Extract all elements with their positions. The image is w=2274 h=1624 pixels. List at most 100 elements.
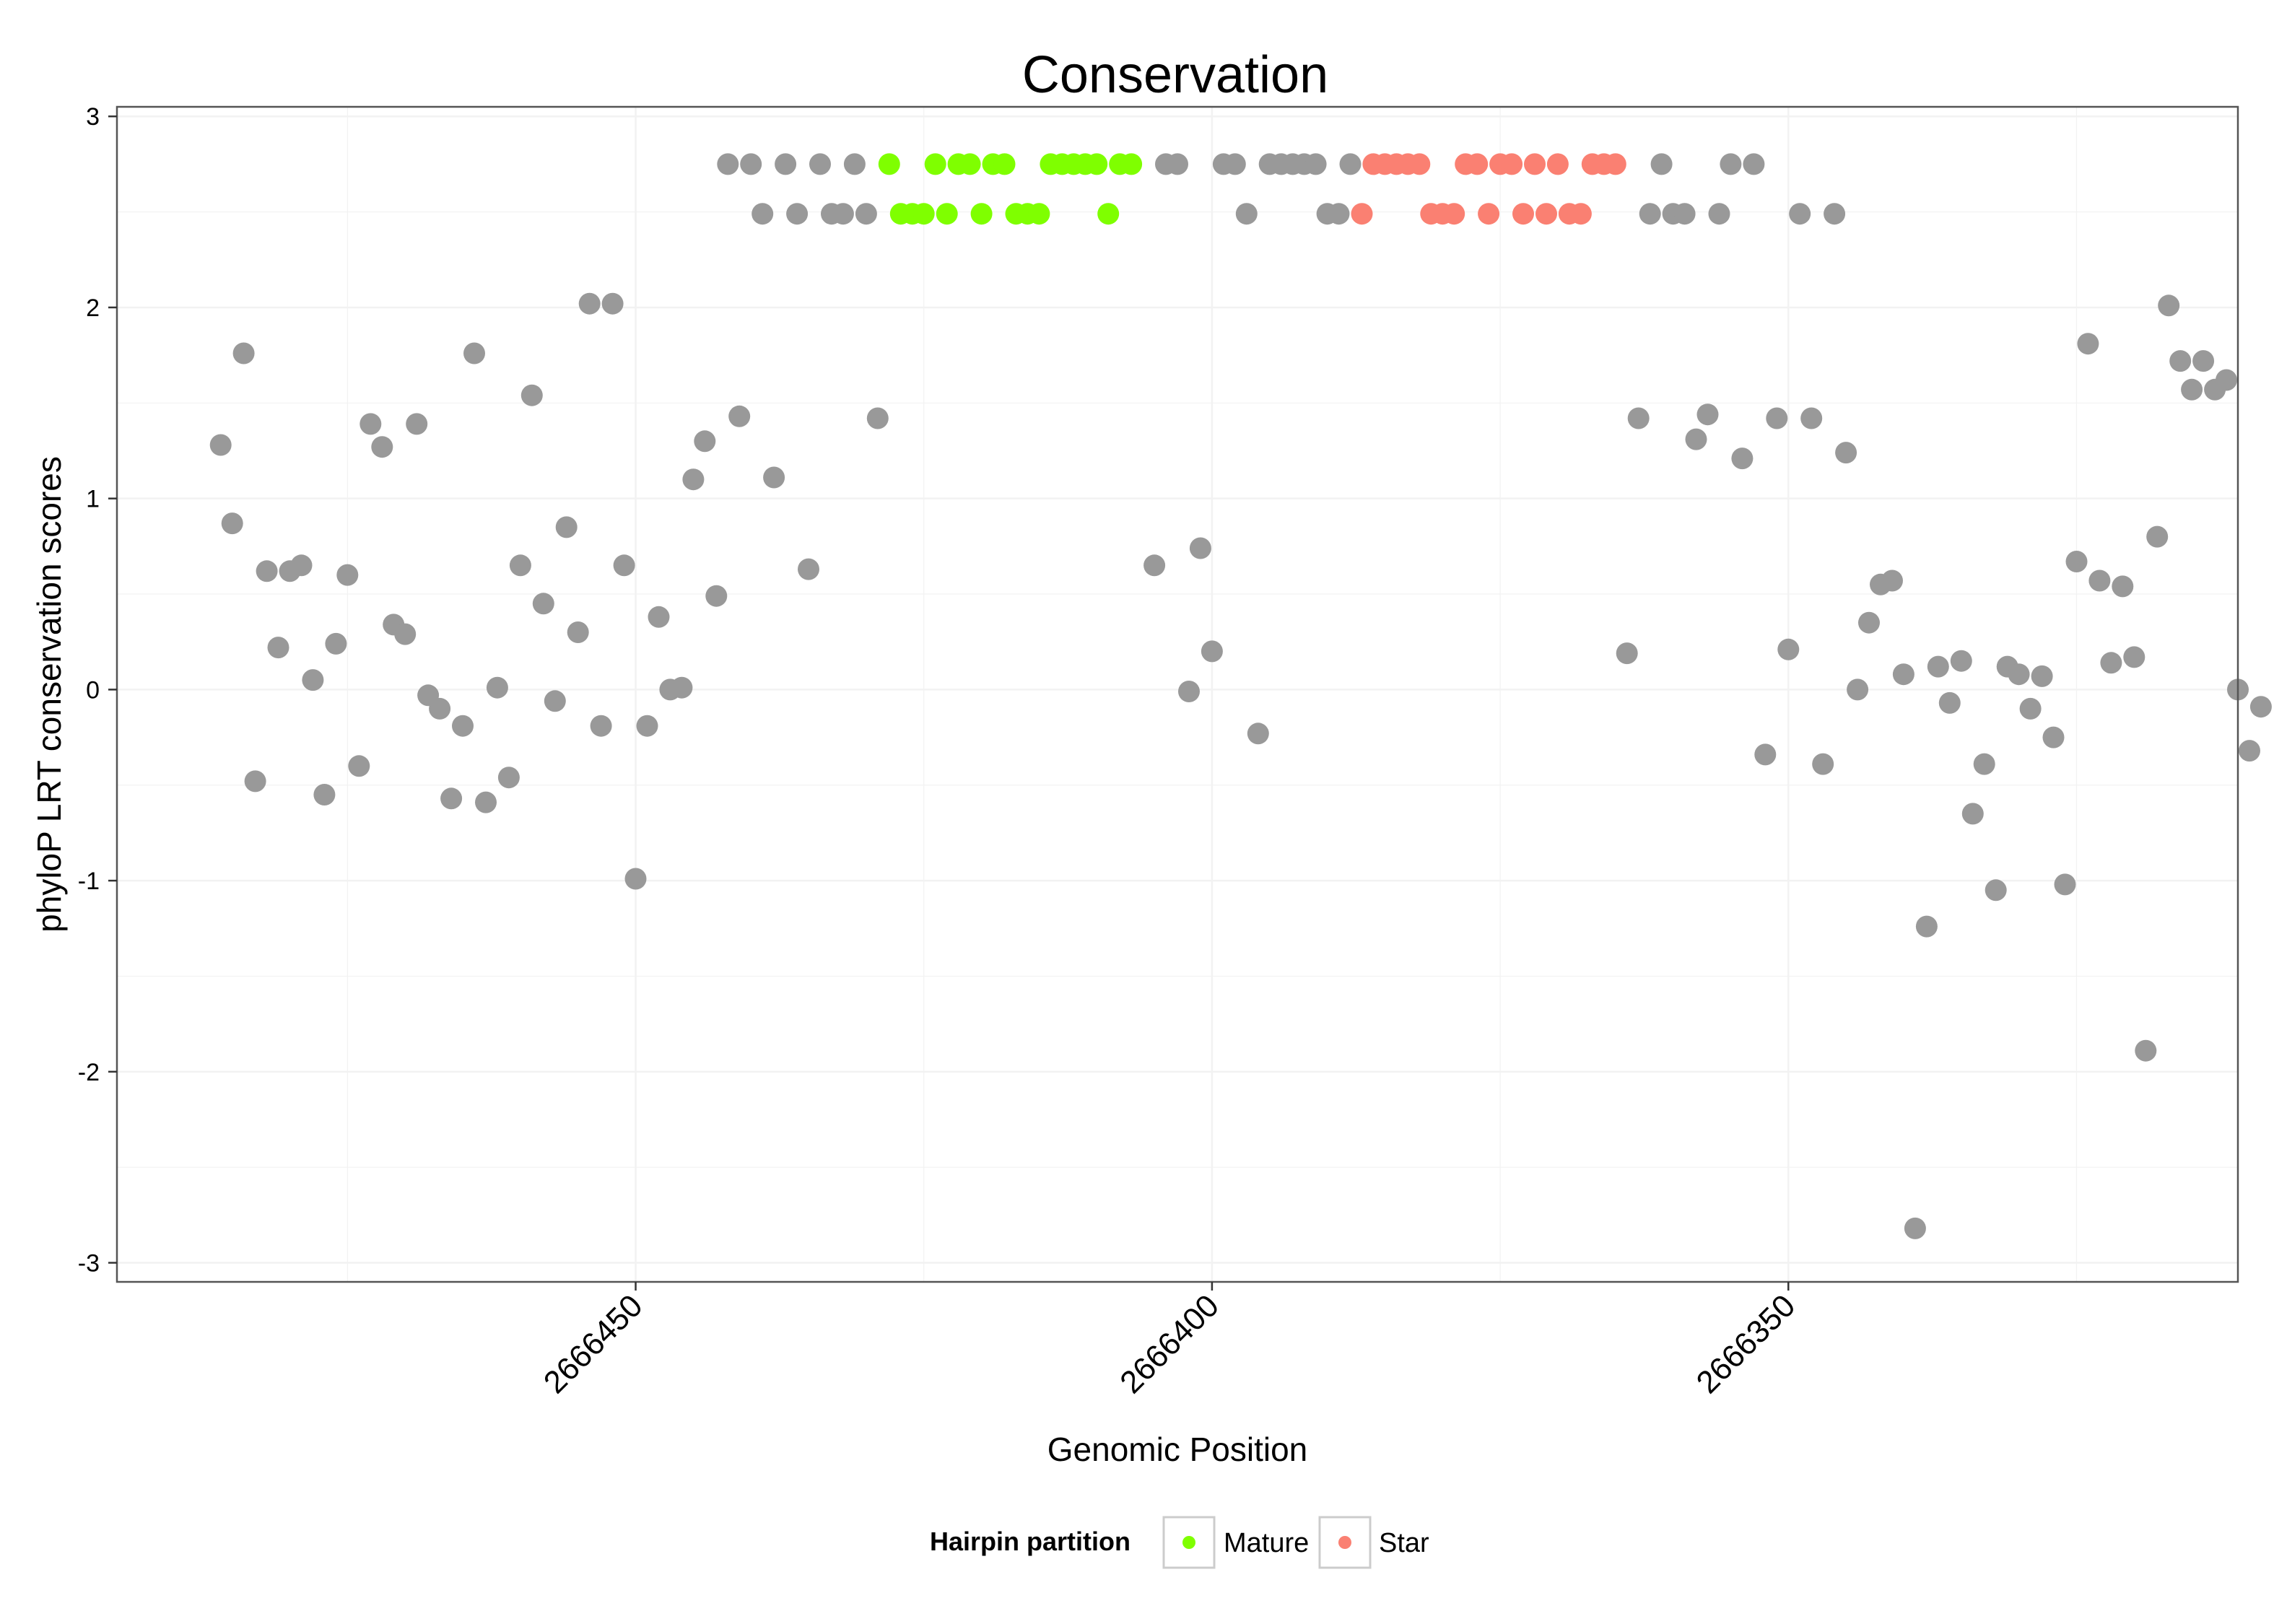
point-mature — [924, 153, 946, 175]
point-other — [671, 676, 693, 699]
point-mature — [1028, 203, 1050, 225]
point-star — [1443, 203, 1465, 225]
point-other — [1639, 203, 1661, 225]
point-other — [406, 413, 428, 435]
point-other — [763, 466, 785, 489]
point-other — [1777, 638, 1800, 660]
point-other — [1915, 915, 1938, 938]
point-mature — [1097, 203, 1120, 225]
point-other — [463, 342, 485, 364]
point-other — [1224, 153, 1246, 175]
y-tick-label: 3 — [86, 103, 100, 131]
point-other — [371, 436, 393, 458]
point-other — [740, 153, 762, 175]
point-other — [809, 153, 831, 175]
point-other — [2112, 575, 2134, 598]
legend-dot-star — [1338, 1536, 1351, 1549]
point-other — [728, 405, 751, 427]
point-other — [2169, 350, 2192, 372]
point-other — [613, 554, 635, 577]
point-other — [624, 868, 647, 890]
point-other — [1881, 569, 1903, 592]
point-other — [1167, 153, 1188, 175]
point-other — [1143, 554, 1166, 577]
point-other — [1789, 203, 1811, 225]
point-other — [267, 637, 289, 659]
point-other — [497, 767, 520, 789]
point-star — [1501, 153, 1523, 175]
point-star — [1569, 203, 1592, 225]
point-mature — [959, 153, 981, 175]
point-other — [567, 621, 589, 643]
point-other — [1927, 655, 1949, 678]
point-other — [798, 558, 819, 580]
point-other — [601, 292, 624, 315]
point-other — [1328, 203, 1350, 225]
point-other — [1178, 681, 1200, 702]
point-other — [2239, 740, 2260, 762]
point-other — [532, 593, 554, 615]
point-other — [717, 153, 739, 175]
point-other — [544, 690, 566, 712]
point-other — [290, 554, 313, 577]
legend-dot-mature — [1182, 1536, 1195, 1549]
point-other — [786, 203, 809, 225]
point-other — [1339, 153, 1362, 175]
y-tick-label: -2 — [78, 1059, 100, 1086]
point-other — [2019, 697, 2042, 720]
point-other — [855, 203, 877, 225]
point-other — [2192, 350, 2215, 372]
y-tick-label: 1 — [86, 486, 100, 513]
point-other — [1708, 203, 1730, 225]
point-other — [2158, 294, 2180, 317]
point-star — [1546, 153, 1569, 175]
point-other — [1235, 203, 1258, 225]
point-mature — [993, 153, 1016, 175]
point-other — [509, 554, 531, 577]
point-other — [682, 468, 705, 491]
point-other — [694, 430, 716, 453]
point-other — [244, 770, 266, 793]
point-other — [325, 632, 347, 655]
legend-label-mature: Mature — [1224, 1528, 1309, 1558]
point-other — [348, 755, 370, 777]
point-other — [360, 413, 382, 435]
point-other — [1189, 537, 1211, 559]
point-other — [1673, 203, 1696, 225]
y-axis-title: phyloP LRT conservation scores — [30, 456, 68, 933]
point-other — [1892, 663, 1914, 686]
y-tick-label: 0 — [86, 676, 100, 704]
point-mature — [1086, 153, 1108, 175]
point-other — [2146, 525, 2169, 548]
series-other — [209, 153, 2272, 1239]
point-other — [302, 669, 324, 691]
point-other — [452, 715, 474, 737]
point-other — [1627, 407, 1650, 429]
point-other — [1731, 448, 1754, 470]
point-other — [752, 203, 774, 225]
point-other — [209, 434, 232, 456]
point-other — [256, 560, 278, 582]
point-star — [1466, 153, 1489, 175]
point-other — [475, 791, 497, 813]
point-other — [1201, 640, 1223, 663]
point-other — [1304, 153, 1327, 175]
point-mature — [1120, 153, 1143, 175]
point-other — [648, 606, 670, 628]
point-other — [2216, 369, 2237, 391]
series-star — [1351, 153, 1626, 225]
point-other — [1973, 753, 1995, 775]
point-other — [636, 715, 658, 737]
point-star — [1408, 153, 1431, 175]
point-other — [1824, 203, 1846, 225]
chart-title: Conservation — [1022, 46, 1328, 104]
point-star — [1524, 153, 1546, 175]
point-other — [1247, 722, 1269, 745]
point-other — [1754, 743, 1777, 766]
point-other — [394, 623, 417, 645]
point-other — [2100, 652, 2122, 674]
point-star — [1351, 203, 1373, 225]
point-other — [590, 715, 612, 737]
legend: Hairpin partition Mature Star — [930, 1516, 1429, 1569]
point-other — [2054, 873, 2076, 896]
